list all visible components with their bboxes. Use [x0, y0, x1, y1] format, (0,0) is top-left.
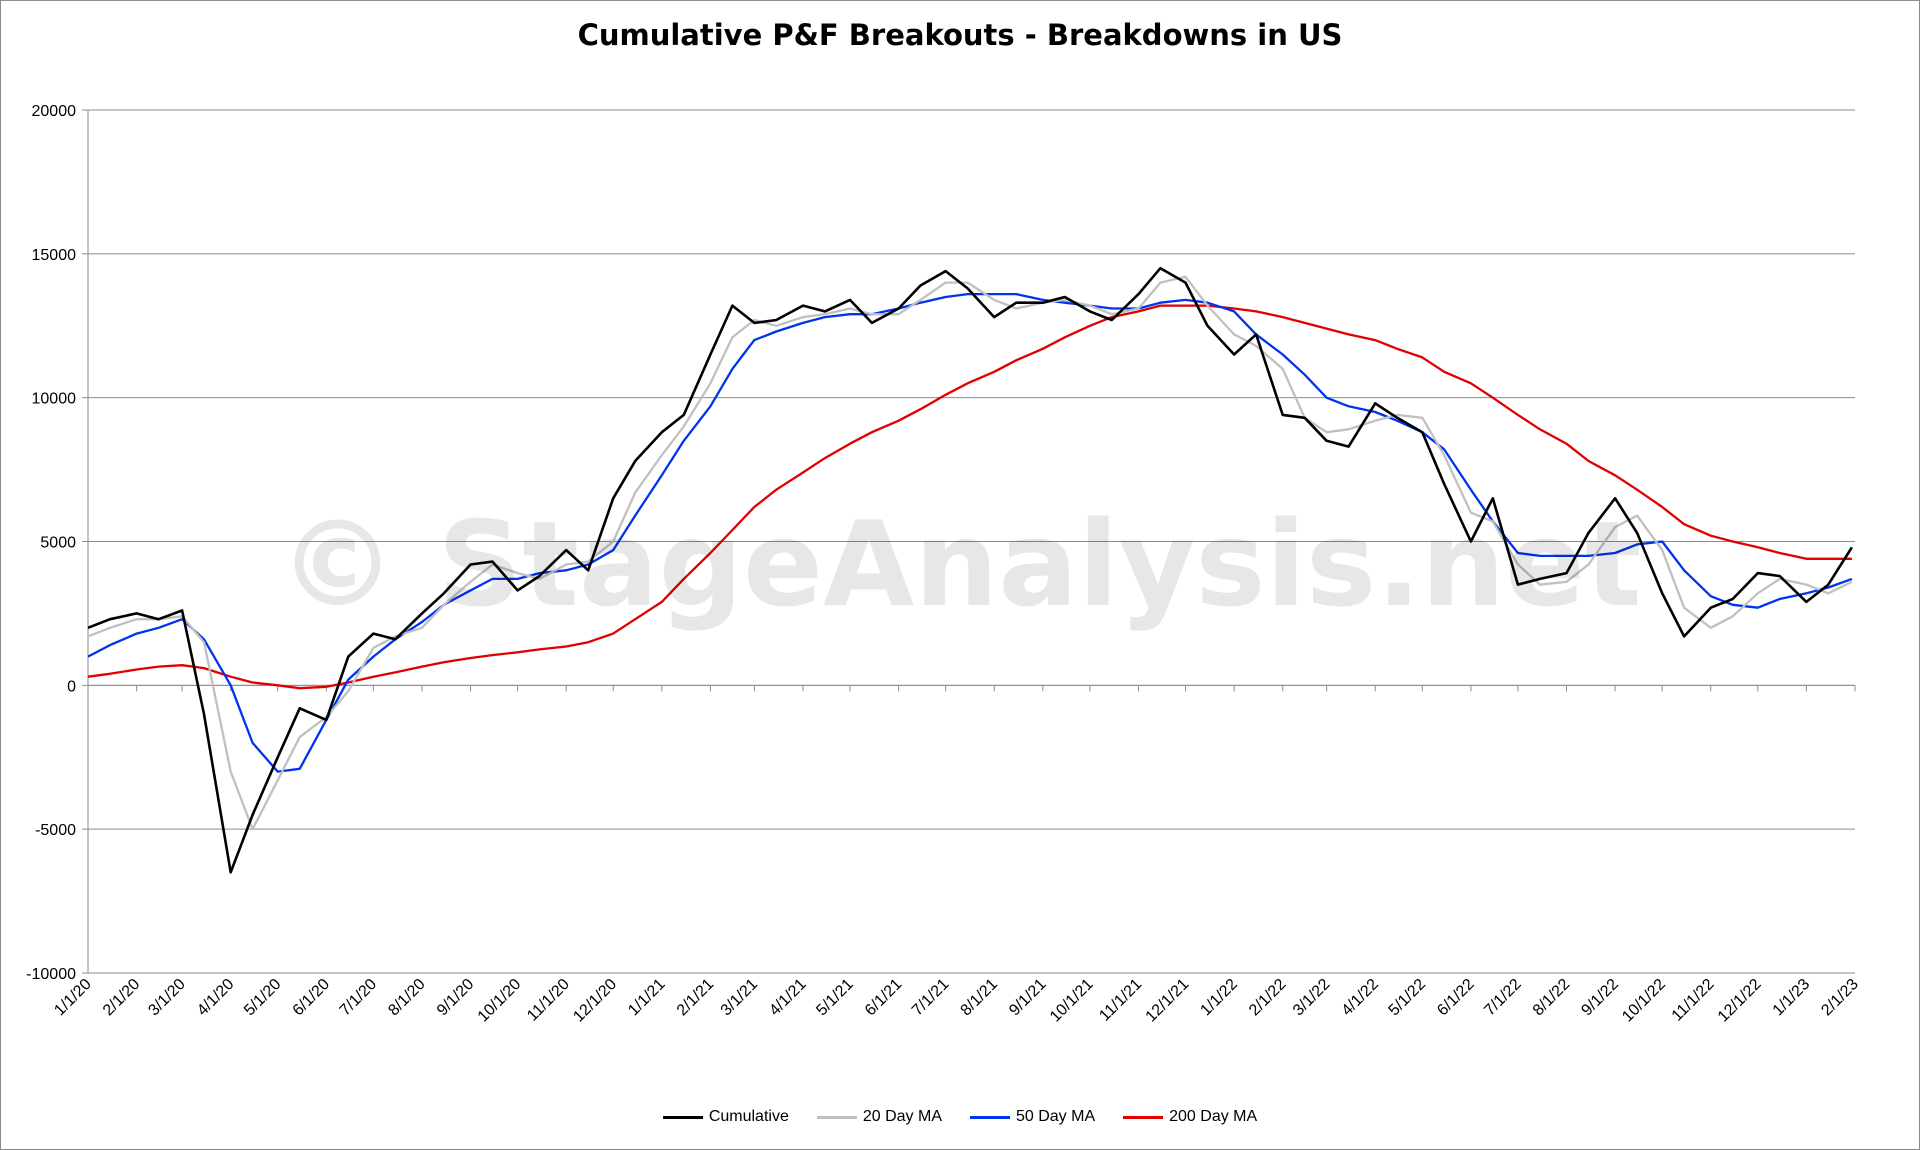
x-tick-label: 3/1/20 — [145, 976, 189, 1020]
series-line-200-day-ma — [87, 304, 1852, 690]
legend: Cumulative 20 Day MA 50 Day MA 200 Day MA — [0, 1108, 1920, 1126]
legend-swatch — [1123, 1115, 1164, 1119]
x-tick-label: 11/1/22 — [1669, 976, 1718, 1025]
x-tick-label: 7/1/22 — [1481, 976, 1525, 1020]
x-tick-label: 5/1/22 — [1386, 976, 1430, 1020]
y-tick-label: 20000 — [32, 103, 77, 120]
x-tick-label: 7/1/21 — [909, 976, 953, 1020]
y-tick-label: 10000 — [32, 391, 77, 408]
series-line-20-day-ma — [87, 275, 1853, 831]
x-tick-label: 6/1/21 — [862, 976, 906, 1020]
legend-item: Cumulative — [662, 1108, 789, 1126]
x-tick-label: 7/1/20 — [337, 976, 381, 1020]
y-tick-label: 0 — [67, 678, 76, 695]
x-tick-label: 1/1/22 — [1197, 976, 1241, 1020]
series-line-50-day-ma — [87, 292, 1853, 773]
x-tick-label: 12/1/21 — [1143, 976, 1193, 1026]
legend-item: 20 Day MA — [816, 1108, 942, 1126]
chart-title: Cumulative P&F Breakouts - Breakdowns in… — [577, 18, 1343, 52]
x-tick-label: 4/1/21 — [766, 976, 810, 1020]
legend-swatch — [816, 1115, 857, 1119]
y-tick-label: 15000 — [32, 247, 77, 264]
x-tick-label: 3/1/21 — [718, 976, 762, 1020]
x-tick-label: 10/1/21 — [1047, 976, 1097, 1026]
x-tick-label: 4/1/22 — [1339, 976, 1383, 1020]
legend-label: 20 Day MA — [862, 1108, 942, 1125]
x-tick-label: 8/1/22 — [1530, 976, 1574, 1020]
legend-item: 200 Day MA — [1123, 1108, 1257, 1126]
x-tick-label: 10/1/22 — [1619, 976, 1669, 1026]
x-tick-label: 2/1/23 — [1818, 976, 1862, 1020]
x-tick-label: 8/1/20 — [385, 976, 429, 1020]
x-tick-label: 1/1/21 — [625, 976, 669, 1020]
legend-item: 50 Day MA — [969, 1108, 1096, 1126]
x-tick-label: 6/1/22 — [1434, 976, 1478, 1020]
x-tick-label: 2/1/21 — [674, 976, 718, 1020]
y-tick-label: -10000 — [26, 966, 76, 983]
x-tick-label: 9/1/22 — [1578, 976, 1622, 1020]
legend-label: 200 Day MA — [1169, 1108, 1258, 1125]
x-tick-label: 10/1/20 — [475, 976, 525, 1026]
x-tick-label: 9/1/20 — [434, 976, 478, 1020]
legend-label: 50 Day MA — [1015, 1108, 1096, 1125]
x-tick-label: 2/1/20 — [100, 976, 144, 1020]
x-tick-label: 3/1/22 — [1290, 976, 1334, 1020]
x-tick-label: 4/1/20 — [194, 976, 238, 1020]
x-tick-label: 1/1/23 — [1770, 976, 1814, 1020]
y-tick-label: -5000 — [35, 822, 76, 839]
legend-swatch — [969, 1115, 1010, 1119]
x-tick-label: 5/1/21 — [813, 976, 857, 1020]
x-tick-label: 12/1/22 — [1715, 976, 1765, 1026]
x-tick-label: 8/1/21 — [958, 976, 1002, 1020]
x-tick-label: 2/1/22 — [1246, 976, 1290, 1020]
legend-swatch — [662, 1115, 703, 1119]
x-tick-label: 11/1/21 — [1096, 976, 1145, 1025]
x-tick-label: 5/1/20 — [241, 976, 285, 1020]
y-tick-label: 5000 — [40, 535, 76, 552]
series-line-cumulative — [87, 266, 1853, 874]
x-tick-label: 12/1/20 — [570, 976, 620, 1026]
legend-label: Cumulative — [708, 1108, 789, 1125]
x-tick-label: 9/1/21 — [1006, 976, 1050, 1020]
x-tick-label: 11/1/20 — [524, 976, 573, 1025]
x-tick-label: 6/1/20 — [290, 976, 334, 1020]
